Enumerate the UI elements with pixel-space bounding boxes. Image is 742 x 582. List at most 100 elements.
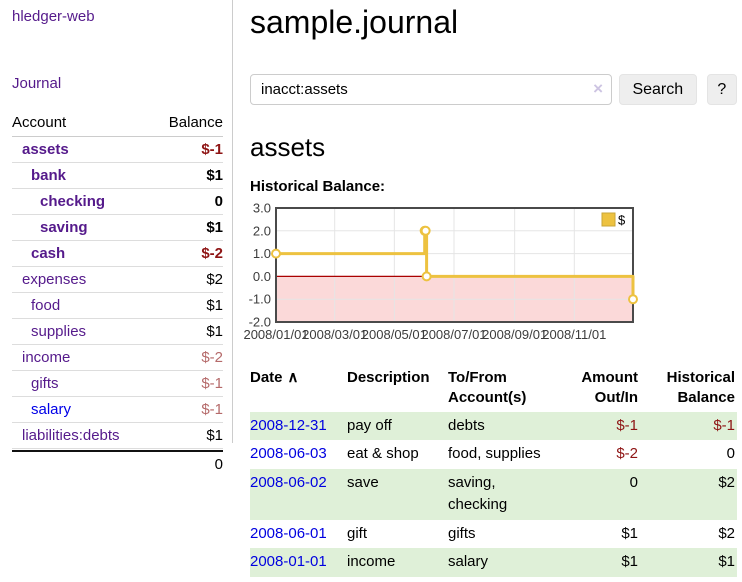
sidebar-account-link[interactable]: assets xyxy=(22,141,69,158)
sidebar-account-balance: $1 xyxy=(206,323,223,340)
sidebar-account-balance: $-1 xyxy=(201,141,223,158)
search-input[interactable] xyxy=(250,74,612,105)
sidebar-account-row: food $1 xyxy=(12,293,223,319)
sidebar-account-balance: $-1 xyxy=(201,375,223,392)
legend-swatch xyxy=(601,212,616,227)
sidebar-account-row: supplies $1 xyxy=(12,319,223,345)
sidebar-account-link[interactable]: cash xyxy=(31,245,66,262)
register-balance-cell: 0 xyxy=(726,445,735,462)
x-axis-tick-label: 2008/09/01 xyxy=(482,327,547,342)
sidebar-total-value: 0 xyxy=(214,456,223,473)
register-date-link[interactable]: 2008-06-01 xyxy=(250,524,327,542)
x-axis-tick-label: 2008/07/01 xyxy=(421,327,486,342)
register-column-header: Description xyxy=(347,369,430,386)
sort-ascending-icon: ∧ xyxy=(287,369,299,386)
sidebar-account-row: bank $1 xyxy=(12,163,223,189)
sidebar-account-link[interactable]: liabilities:debts xyxy=(22,427,120,444)
register-balance-cell: $-1 xyxy=(713,416,735,434)
register-date-link[interactable]: 2008-12-31 xyxy=(250,416,327,434)
plot-border xyxy=(275,207,634,323)
sidebar-account-row: income $-2 xyxy=(12,345,223,371)
register-header-row: Date ∧ Description To/From Account(s) Amount… xyxy=(250,367,737,412)
register-amount-cell: $-1 xyxy=(616,416,638,434)
account-column-header: Account xyxy=(12,114,67,131)
sidebar-account-balance: $-2 xyxy=(201,245,223,262)
sidebar-account-balance: $-1 xyxy=(201,401,223,418)
sidebar-account-link[interactable]: gifts xyxy=(31,375,59,392)
sidebar-account-row: cash $-2 xyxy=(12,241,223,267)
x-axis-tick-label: 2008/11/01 xyxy=(542,327,606,342)
sidebar-account-link[interactable]: salary xyxy=(31,401,72,418)
register-balance-cell: $2 xyxy=(718,524,735,542)
x-axis-tick-label: 2008/03/01 xyxy=(302,327,367,342)
register-accounts-cell: debts xyxy=(448,416,485,434)
chart-legend: $ xyxy=(601,212,626,228)
page-title: sample.journal xyxy=(250,4,459,40)
balance-chart-svg: 3.0 2.0 1.0 0.0 -1.0 -2.02008/01/012008/03/01… xyxy=(243,201,638,342)
register-column-header: Historical Balance xyxy=(666,369,735,407)
sidebar-account-row: saving $1 xyxy=(12,215,223,241)
data-point-marker xyxy=(271,248,281,259)
sidebar-account-link[interactable]: supplies xyxy=(31,323,87,340)
sidebar-account-link[interactable]: checking xyxy=(40,193,106,210)
sidebar-account-link[interactable]: saving xyxy=(40,219,88,236)
y-axis-tick-label: -2.0 xyxy=(249,315,271,330)
register-date-link[interactable]: 2008-06-02 xyxy=(250,473,327,491)
sidebar-account-link[interactable]: income xyxy=(22,349,71,366)
clear-search-icon[interactable]: × xyxy=(593,79,603,98)
y-axis-tick-label: 1.0 xyxy=(253,246,271,261)
sidebar-account-link[interactable]: food xyxy=(31,297,61,314)
help-button[interactable]: ? xyxy=(706,74,737,105)
sidebar-account-link[interactable]: bank xyxy=(31,167,67,184)
sidebar-account-balance: 0 xyxy=(214,193,223,210)
sidebar-account-balance: $1 xyxy=(206,427,223,444)
register-balance-cell: $1 xyxy=(718,553,735,570)
sidebar-account-balance: $1 xyxy=(206,219,223,236)
sidebar: hledger-web Journal Account Balance asse… xyxy=(0,0,233,473)
register-description-cell: gift xyxy=(347,524,368,542)
register-description-cell: pay off xyxy=(347,416,392,434)
y-axis-tick-label: -1.0 xyxy=(249,292,271,307)
search-button[interactable]: Search xyxy=(619,74,697,105)
sidebar-account-row: expenses $2 xyxy=(12,267,223,293)
brand-link[interactable]: hledger-web xyxy=(12,8,95,25)
data-point-marker xyxy=(628,294,638,305)
y-axis-tick-label: 0.0 xyxy=(253,269,271,284)
register-description-cell: income xyxy=(347,553,396,570)
register-amount-cell: $1 xyxy=(621,524,638,542)
x-axis-tick-label: 2008/01/01 xyxy=(243,327,308,342)
sidebar-account-link[interactable]: expenses xyxy=(22,271,87,288)
register-description-cell: save xyxy=(347,473,379,491)
register-amount-cell: $1 xyxy=(621,553,638,570)
chart-label: Historical Balance: xyxy=(250,178,386,195)
sidebar-account-row: salary $-1 xyxy=(12,397,223,423)
sidebar-accounts-header: Account Balance xyxy=(12,112,223,137)
register-row: 2008-01-01 income salary $1 $1 xyxy=(250,548,737,577)
legend-label: $ xyxy=(618,213,626,228)
register-column-header: To/From Account(s) xyxy=(448,369,527,407)
search-bar: × Search ? xyxy=(250,74,737,105)
sidebar-account-row: checking 0 xyxy=(12,189,223,215)
account-heading: assets xyxy=(250,132,326,162)
register-row: 2008-12-31 pay off debts $-1 $-1 xyxy=(250,411,737,440)
data-point-marker xyxy=(420,225,431,236)
register-date-link[interactable]: 2008-06-03 xyxy=(250,445,327,462)
sidebar-account-balance: $-2 xyxy=(201,349,223,366)
sidebar-item-journal[interactable]: Journal xyxy=(12,75,62,92)
register-row: 2008-06-03 eat & shop food, supplies $-2 0 xyxy=(250,440,737,469)
register-balance-cell: $2 xyxy=(718,473,735,491)
register-amount-cell: 0 xyxy=(629,473,638,491)
register-table: Date ∧ Description To/From Account(s) Amount… xyxy=(250,367,737,577)
main-content: sample.journal × Search ? assets Histori… xyxy=(243,0,737,577)
sidebar-account-row: liabilities:debts $1 xyxy=(12,423,223,449)
sidebar-account-balance: $1 xyxy=(206,297,223,314)
data-point-marker xyxy=(421,271,432,282)
register-accounts-cell: food, supplies xyxy=(448,445,541,462)
historical-balance-chart: 3.0 2.0 1.0 0.0 -1.0 -2.0 2008/01/01 2008/03/01… xyxy=(243,201,737,346)
y-axis-tick-label: 2.0 xyxy=(253,223,271,238)
register-column-header[interactable]: Date ∧ xyxy=(250,369,299,386)
sidebar-account-balance: $2 xyxy=(206,271,223,288)
balance-column-header: Balance xyxy=(168,114,223,131)
register-date-link[interactable]: 2008-01-01 xyxy=(250,553,327,570)
register-accounts-cell: saving, checking xyxy=(448,473,508,514)
